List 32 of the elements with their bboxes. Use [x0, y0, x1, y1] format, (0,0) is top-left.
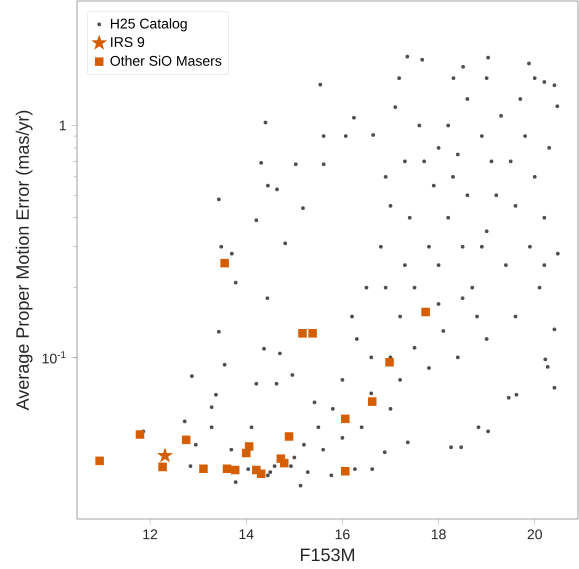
legend-label: Other SiO Masers [110, 56, 222, 66]
point [368, 397, 376, 406]
point [157, 447, 173, 462]
point [95, 456, 104, 466]
point [298, 329, 307, 338]
x-tick-label: 16 [336, 529, 350, 540]
point [199, 464, 208, 474]
x-tick-label: 20 [528, 529, 542, 540]
point [220, 258, 229, 268]
point [244, 442, 254, 451]
point [308, 329, 317, 338]
y-tick-label: 1 [60, 120, 66, 130]
point [341, 466, 350, 476]
x-axis-title: F153M [300, 548, 354, 562]
point [222, 464, 232, 474]
x-tick-label: 12 [143, 529, 158, 540]
point [421, 308, 430, 316]
legend-label: IRS 9 [111, 37, 144, 48]
point [230, 466, 240, 474]
legend-label: H25 Catalog [110, 18, 187, 32]
point [341, 414, 350, 424]
x-tick-label: 18 [432, 529, 446, 540]
point [158, 462, 167, 472]
y-tick-label: 10$^{-1}$ [42, 351, 66, 364]
point [182, 436, 190, 444]
point [136, 430, 144, 439]
point [256, 469, 266, 478]
y-axis-title: Average Proper Motion Error (mas/yr) [16, 110, 32, 410]
point [284, 432, 294, 441]
point [280, 458, 288, 468]
x-tick-label: 14 [240, 529, 254, 540]
point [385, 358, 394, 367]
